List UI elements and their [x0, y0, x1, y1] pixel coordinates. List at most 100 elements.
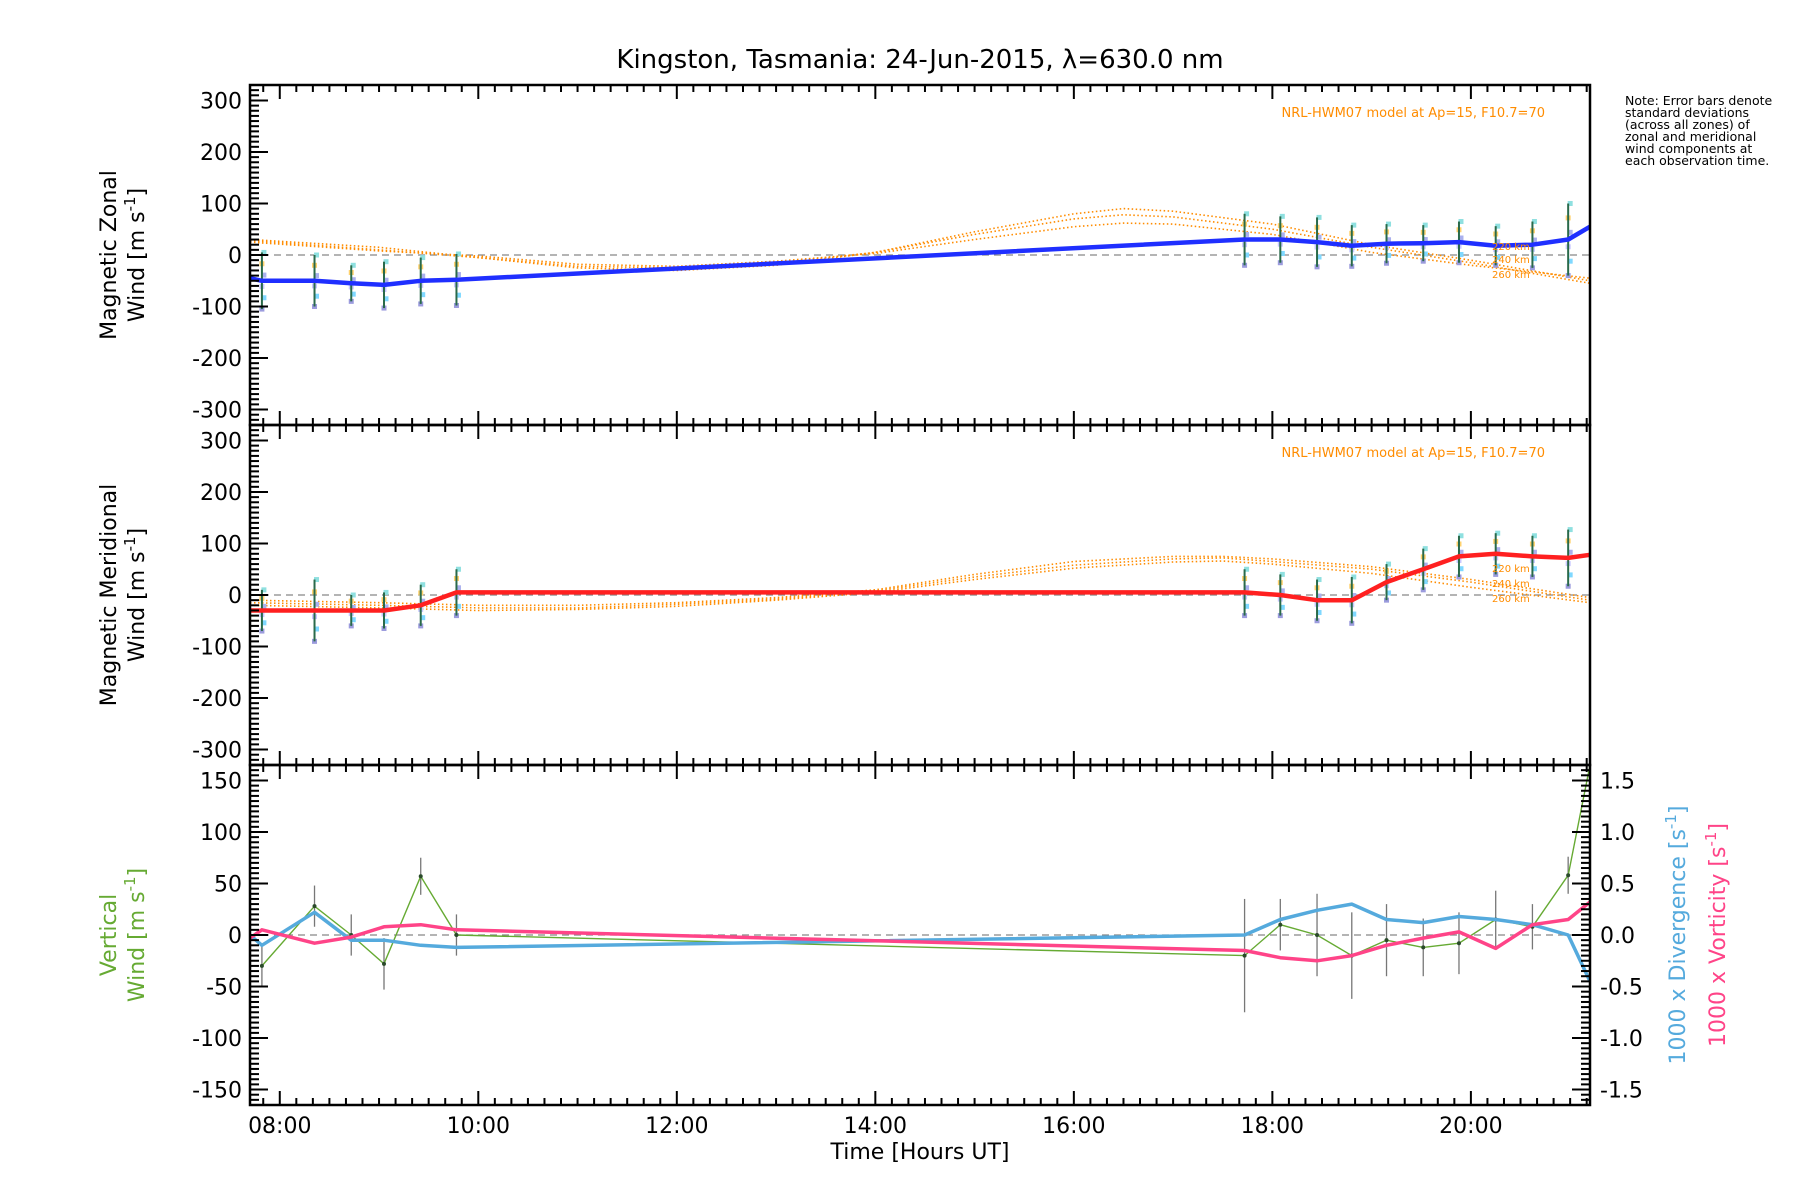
- y2-label-close: ]: [1666, 806, 1691, 815]
- y-tick-label: 50: [214, 872, 242, 897]
- zone-sample: [455, 566, 461, 572]
- vertical-wind-point: [1421, 945, 1426, 950]
- y2-tick-label: 0.0: [1600, 924, 1635, 949]
- zone-sample: [383, 296, 389, 302]
- vertical-wind-point: [418, 874, 423, 879]
- vertical-wind-point: [1384, 938, 1389, 943]
- y-label-superscript: -1: [121, 536, 139, 551]
- zone-sample: [420, 598, 426, 604]
- zone-sample: [1244, 585, 1250, 591]
- zone-sample: [455, 251, 461, 257]
- zone-sample: [350, 592, 356, 598]
- y-label-close: ]: [125, 868, 150, 877]
- zone-sample: [1316, 254, 1322, 260]
- zone-sample: [1458, 235, 1464, 241]
- altitude-label: 240 km: [1492, 255, 1530, 266]
- y2-tick-label: 1.0: [1600, 821, 1635, 846]
- zone-sample: [1386, 576, 1392, 582]
- model-label: NRL-HWM07 model at Ap=15, F10.7=70: [1282, 446, 1546, 461]
- zone-sample: [350, 277, 356, 283]
- zone-sample: [455, 585, 461, 591]
- y-label-text: Wind [m s: [125, 211, 150, 322]
- zone-sample: [1422, 251, 1428, 257]
- zone-sample: [1244, 231, 1250, 237]
- zone-sample: [1531, 219, 1537, 225]
- y-tick-label: 0: [228, 244, 242, 269]
- y2-label-main: 1000 x Vorticity [s: [1706, 847, 1731, 1047]
- zone-sample: [1279, 232, 1285, 238]
- zone-sample: [1386, 590, 1392, 596]
- y-tick-label: -150: [192, 1079, 242, 1104]
- zone-sample: [350, 262, 356, 268]
- zone-sample: [383, 259, 389, 265]
- x-tick-label: 12:00: [645, 1114, 708, 1139]
- x-tick-label: 16:00: [1042, 1114, 1105, 1139]
- zone-sample: [261, 620, 267, 626]
- zone-sample: [1567, 572, 1573, 578]
- x-axis-label: Time [Hours UT]: [830, 1140, 1010, 1165]
- zone-sample: [1422, 562, 1428, 568]
- vertical-wind-point: [1315, 933, 1320, 937]
- zone-sample: [1386, 561, 1392, 567]
- chart-title: Kingston, Tasmania: 24-Jun-2015, λ=630.0…: [616, 45, 1223, 75]
- zone-sample: [1422, 237, 1428, 243]
- vertical-wind-point: [1278, 922, 1283, 927]
- y-label-close: ]: [125, 188, 150, 197]
- zone-sample: [1458, 219, 1464, 225]
- x-tick-label: 18:00: [1241, 1114, 1304, 1139]
- altitude-label: 220 km: [1492, 242, 1530, 253]
- y2-label-superscript: -1: [1702, 832, 1720, 847]
- panel-frame: [248, 763, 1592, 1107]
- altitude-label: 260 km: [1492, 594, 1530, 605]
- zone-sample: [1495, 563, 1501, 569]
- zone-sample: [420, 255, 426, 261]
- model-curve: [249, 557, 1591, 609]
- y2-tick-label: -0.5: [1600, 976, 1643, 1001]
- y-axis-label-line2: Wind [m s-1]: [121, 528, 150, 662]
- zone-sample: [314, 577, 320, 583]
- zonal-wind-line: [249, 224, 1592, 288]
- zone-sample: [383, 618, 389, 624]
- x-tick-label: 08:00: [248, 1114, 311, 1139]
- y-axis-label-line2: Wind [m s-1]: [121, 868, 150, 1002]
- zone-sample: [1244, 252, 1250, 258]
- y-tick-label: -200: [192, 347, 242, 372]
- y-tick-label: 200: [200, 481, 242, 506]
- zone-sample: [420, 273, 426, 279]
- y-axis-label: Vertical Wind [m s-1]: [97, 868, 150, 1002]
- x-tick-label: 20:00: [1439, 1114, 1502, 1139]
- error-bar-note: Note: Error bars denote standard deviati…: [1625, 93, 1773, 168]
- y-tick-label: 0: [228, 584, 242, 609]
- zone-sample: [1351, 239, 1357, 245]
- x-tick-label: 14:00: [844, 1114, 907, 1139]
- y-tick-label: -300: [192, 739, 242, 764]
- zone-sample: [420, 615, 426, 621]
- zone-sample: [261, 249, 267, 255]
- model-curve: [249, 555, 1591, 607]
- zone-sample: [1495, 223, 1501, 229]
- zone-sample: [1531, 256, 1537, 262]
- y-tick-label: 300: [200, 429, 242, 454]
- y-tick-label: -100: [192, 296, 242, 321]
- zone-sample: [1531, 237, 1537, 243]
- y-tick-label: -300: [192, 399, 242, 424]
- y-tick-label: -50: [206, 976, 242, 1001]
- zone-sample: [1279, 213, 1285, 219]
- zone-sample: [1567, 229, 1573, 235]
- y-label-text: Wind [m s: [125, 891, 150, 1002]
- zone-sample: [1316, 610, 1322, 616]
- y-axis-label: Magnetic Meridional Wind [m s-1]: [97, 484, 150, 706]
- zone-sample: [383, 589, 389, 595]
- zone-sample: [1244, 211, 1250, 217]
- y2-axis-label-text: 1000 x Divergence [s-1]: [1662, 806, 1691, 1065]
- zone-sample: [1531, 533, 1537, 539]
- y-tick-label: 200: [200, 141, 242, 166]
- zone-sample: [1531, 566, 1537, 572]
- y2-tick-label: 1.5: [1600, 769, 1635, 794]
- x-tick-label: 10:00: [447, 1114, 510, 1139]
- zone-sample: [1351, 222, 1357, 228]
- zone-sample: [1422, 579, 1428, 585]
- zone-sample: [1458, 566, 1464, 572]
- zone-sample: [1386, 221, 1392, 227]
- zone-sample: [1458, 549, 1464, 555]
